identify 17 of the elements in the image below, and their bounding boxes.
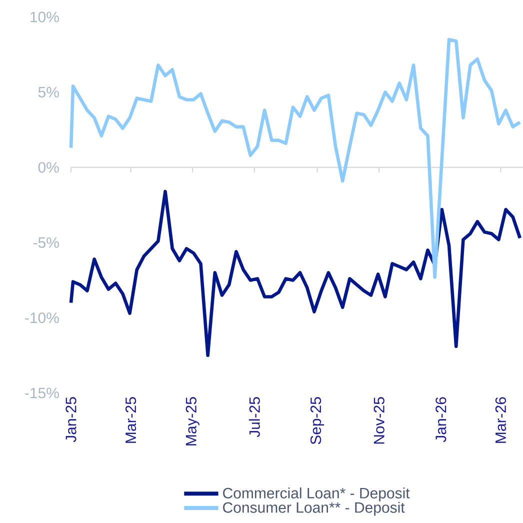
y-tick-label: -5% (33, 237, 59, 248)
y-tick-label: 10% (30, 12, 59, 22)
y-tick-label: 5% (38, 86, 59, 98)
y-tick-label: 0% (38, 162, 59, 173)
x-tick-label: Sep-25 (310, 397, 324, 444)
x-tick-label: Mar-26 (495, 397, 506, 443)
x-tick-label: Jan-26 (436, 397, 446, 442)
legend-label: Commercial Loan* - Deposit (223, 487, 410, 502)
y-tick-label: -15% (25, 388, 59, 398)
x-tick-label: Jan-25 (66, 397, 76, 442)
legend-label: Consumer Loan** - Deposit (223, 502, 405, 516)
x-tick-label: Mar-25 (125, 397, 136, 443)
x-tick-label: Jul-25 (248, 397, 260, 438)
x-tick-label: Nov-25 (374, 397, 384, 444)
x-tick-label: May-25 (186, 397, 200, 446)
y-tick-label: -10% (25, 312, 59, 324)
line-series (69, 38, 522, 279)
